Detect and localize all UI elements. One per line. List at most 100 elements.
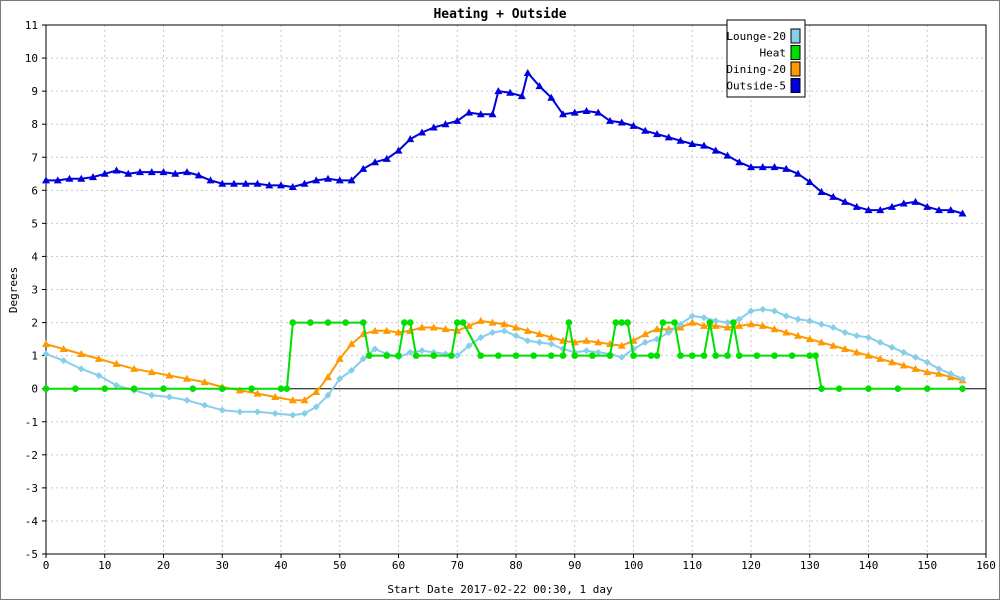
data-point xyxy=(312,403,320,411)
data-point xyxy=(817,338,826,346)
x-tick-label: 160 xyxy=(976,559,996,572)
data-point xyxy=(194,171,203,179)
y-tick-label: -2 xyxy=(25,449,38,462)
data-point xyxy=(958,209,967,217)
data-point xyxy=(829,341,838,349)
data-point xyxy=(735,321,744,329)
y-tick-label: 0 xyxy=(31,383,38,396)
data-point xyxy=(547,93,556,101)
data-point xyxy=(324,373,332,381)
data-point xyxy=(758,163,767,171)
data-point xyxy=(136,168,144,176)
data-point xyxy=(935,369,943,377)
data-point xyxy=(506,88,515,96)
data-point xyxy=(100,169,109,177)
data-point xyxy=(495,352,502,359)
data-point xyxy=(835,385,843,392)
data-point xyxy=(200,378,209,386)
y-tick-label: 2 xyxy=(31,317,38,330)
data-point xyxy=(201,401,209,409)
data-point xyxy=(723,151,732,159)
legend-label: Lounge-20 xyxy=(726,30,786,43)
data-point xyxy=(535,82,544,90)
data-point xyxy=(453,116,462,124)
legend-swatch xyxy=(790,45,801,60)
data-point xyxy=(418,347,426,355)
x-tick-label: 120 xyxy=(741,559,761,572)
data-point xyxy=(113,381,120,389)
data-point xyxy=(711,321,720,329)
data-point xyxy=(536,338,543,346)
data-point xyxy=(735,158,744,166)
data-point xyxy=(124,169,133,177)
data-point xyxy=(688,318,697,326)
data-point xyxy=(271,392,280,400)
data-point xyxy=(771,307,778,315)
data-point xyxy=(183,168,191,176)
data-point xyxy=(582,106,591,114)
y-tick-label: 7 xyxy=(31,151,38,164)
data-point xyxy=(489,328,496,336)
chart-title: Heating + Outside xyxy=(433,7,566,22)
data-point xyxy=(700,321,708,329)
data-point xyxy=(677,320,684,328)
data-point xyxy=(359,319,367,326)
data-point xyxy=(418,323,426,331)
data-point xyxy=(406,348,414,356)
data-point xyxy=(342,319,349,326)
data-point xyxy=(865,333,872,341)
data-point xyxy=(512,332,520,340)
data-point xyxy=(959,385,966,392)
data-point xyxy=(935,206,943,214)
data-point xyxy=(559,352,567,359)
data-point xyxy=(241,179,250,187)
data-point xyxy=(159,168,168,176)
x-tick-label: 50 xyxy=(333,559,346,572)
data-point xyxy=(218,385,226,392)
data-point xyxy=(671,319,678,326)
data-point xyxy=(430,352,438,359)
data-point xyxy=(500,327,508,335)
data-point xyxy=(864,206,873,214)
data-point xyxy=(429,323,438,331)
data-point xyxy=(65,174,74,182)
data-point xyxy=(288,396,297,404)
data-point xyxy=(94,354,103,362)
data-point xyxy=(60,357,68,365)
data-point xyxy=(183,396,191,404)
x-tick-label: 30 xyxy=(216,559,229,572)
data-point xyxy=(664,133,673,141)
data-point xyxy=(418,128,426,136)
data-point xyxy=(612,319,620,326)
data-point xyxy=(371,345,379,353)
y-tick-label: 3 xyxy=(31,284,38,297)
series-lounge-20 xyxy=(42,305,966,419)
data-point xyxy=(794,315,802,323)
data-point xyxy=(530,352,537,359)
data-point xyxy=(465,321,473,329)
data-point xyxy=(594,108,603,116)
data-point xyxy=(183,374,191,382)
data-point xyxy=(876,354,885,362)
legend-label: Outside-5 xyxy=(726,80,786,93)
data-point xyxy=(841,197,849,205)
data-point xyxy=(441,325,450,333)
data-point xyxy=(899,361,908,369)
data-point xyxy=(494,87,503,95)
data-point xyxy=(688,352,696,359)
data-point xyxy=(565,319,573,326)
data-point xyxy=(829,192,838,200)
data-point xyxy=(747,307,755,315)
data-point xyxy=(371,326,379,334)
x-tick-label: 40 xyxy=(274,559,287,572)
data-point xyxy=(923,368,932,376)
data-point xyxy=(911,197,920,205)
data-point xyxy=(335,354,344,362)
data-point xyxy=(271,409,279,417)
x-tick-label: 0 xyxy=(43,559,50,572)
data-point xyxy=(488,110,497,118)
series-dining-20 xyxy=(42,316,967,404)
data-point xyxy=(42,176,50,184)
data-point xyxy=(806,317,814,325)
